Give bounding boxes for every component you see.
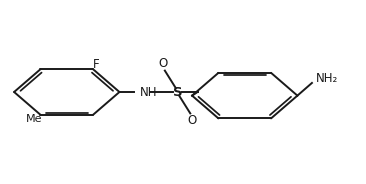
Text: NH₂: NH₂ xyxy=(315,72,338,85)
Text: O: O xyxy=(158,56,168,70)
Text: F: F xyxy=(93,58,99,71)
Text: Me: Me xyxy=(26,114,42,124)
Text: O: O xyxy=(187,114,197,128)
Text: S: S xyxy=(173,86,182,98)
Text: NH: NH xyxy=(139,86,157,98)
